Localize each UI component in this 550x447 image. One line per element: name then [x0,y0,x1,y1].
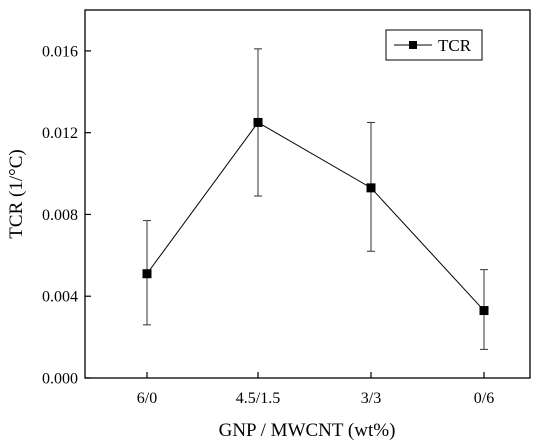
x-axis-ticks: 6/0 4.5/1.5 3/3 0/6 [137,372,494,407]
legend-label-tcr: TCR [438,36,472,55]
y-tick-label: 0.012 [42,125,78,142]
y-tick-label: 0.008 [42,207,78,224]
x-tick-label: 4.5/1.5 [236,390,280,407]
y-axis-title: TCR (1/°C) [6,149,27,238]
plot-frame [84,9,531,379]
series-line-tcr [146,121,485,311]
y-tick-label: 0.004 [42,289,78,306]
y-axis-ticks: 0.000 0.004 0.008 0.012 0.016 [42,43,91,388]
x-axis-title: GNP / MWCNT (wt%) [219,420,396,441]
legend: TCR [385,29,483,61]
x-tick-label: 3/3 [361,390,381,407]
y-tick-label: 0.000 [42,371,78,388]
x-tick-label: 6/0 [137,390,157,407]
x-tick-label: 0/6 [474,390,494,407]
data-point-marker [366,183,376,193]
y-tick-label: 0.016 [42,43,78,60]
data-point-marker [253,117,263,127]
series-layer [142,48,489,350]
legend-marker [409,41,417,49]
data-point-marker [479,306,489,316]
data-point-marker [142,269,152,279]
